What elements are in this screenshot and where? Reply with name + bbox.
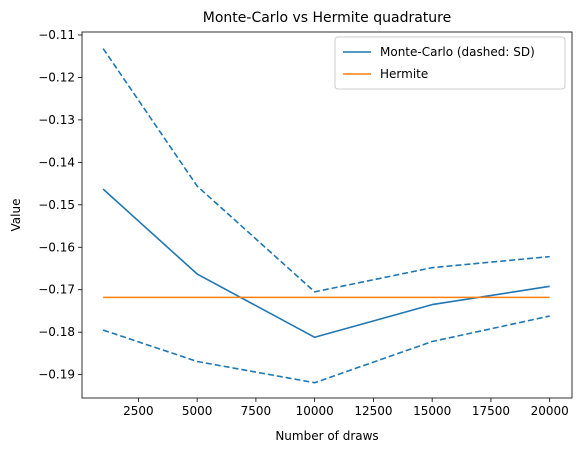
y-axis-label: Value (9, 199, 23, 232)
x-tick-label: 17500 (472, 404, 510, 418)
x-tick-label: 2500 (123, 404, 154, 418)
y-tick-label: −0.13 (38, 113, 75, 127)
x-tick-label: 7500 (241, 404, 272, 418)
y-tick-label: −0.17 (38, 283, 75, 297)
y-tick-label: −0.12 (38, 70, 75, 84)
x-axis-ticks: 2500 5000 7500 10000 12500 15000 17500 20000 (123, 398, 569, 418)
y-tick-label: −0.16 (38, 240, 75, 254)
legend-entry: Monte-Carlo (dashed: SD) (380, 45, 535, 59)
x-tick-label: 20000 (531, 404, 569, 418)
y-tick-label: −0.18 (38, 325, 75, 339)
y-tick-label: −0.15 (38, 198, 75, 212)
legend-entry: Hermite (380, 67, 428, 81)
x-tick-label: 15000 (413, 404, 451, 418)
x-axis-label: Number of draws (275, 429, 378, 443)
series-line-sd-2 (102, 315, 550, 384)
y-tick-label: −0.19 (38, 368, 75, 382)
y-tick-label: −0.14 (38, 155, 75, 169)
series-layer (102, 48, 550, 384)
series-line-0 (102, 188, 550, 339)
y-axis-ticks: −0.19 −0.18 −0.17 −0.16 −0.15 −0.14 −0.13 −0.12… (38, 28, 82, 382)
chart-title: Monte-Carlo vs Hermite quadrature (203, 10, 451, 26)
series-line-sd-1 (102, 48, 550, 293)
y-tick-label: −0.11 (38, 28, 75, 42)
x-tick-label: 12500 (354, 404, 392, 418)
plot-frame (81, 31, 573, 399)
legend-box (334, 36, 566, 90)
legend: Monte-Carlo (dashed: SD) Hermite (334, 36, 566, 90)
x-tick-label: 5000 (182, 404, 213, 418)
x-tick-label: 10000 (296, 404, 334, 418)
